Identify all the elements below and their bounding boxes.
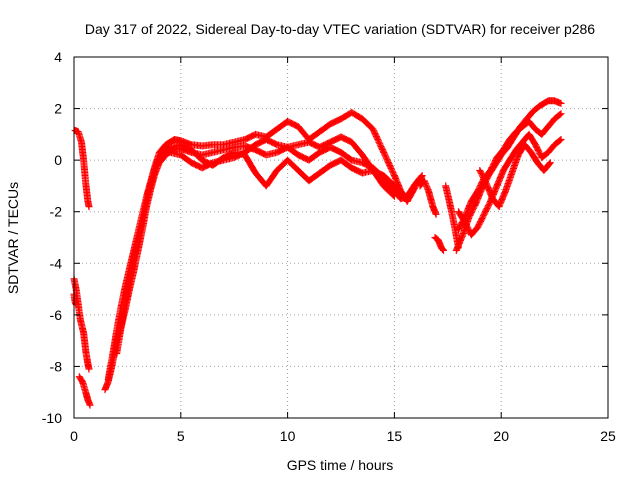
y-tick-label: 2 [54,101,62,117]
series-track-d [75,373,94,409]
gridlines [74,57,608,418]
y-tick-label: -2 [50,204,63,220]
data-point-markers [75,373,94,409]
y-axis-label: SDTVAR / TECUs [5,182,21,294]
x-tick-label: 0 [70,428,78,444]
series-track-g [113,141,407,357]
chart-title: Day 317 of 2022, Sidereal Day-to-day VTE… [85,21,595,37]
data-point-markers [416,177,440,218]
data-point-markers [166,133,398,200]
data-point-markers [71,127,93,211]
y-tick-label: -4 [50,255,63,271]
x-tick-label: 15 [387,428,403,444]
series-track-m [455,110,565,234]
series-track-h [166,133,398,200]
y-tick-label: -10 [42,410,62,426]
series-track-o [476,141,554,211]
data-point-markers [455,110,565,234]
x-tick-label: 20 [493,428,509,444]
axis-ticks: 0 5 10 15 20 25 -10 -8 -6 -4 -2 0 2 4 [42,49,616,444]
series-track-i [416,177,440,218]
x-tick-label: 25 [600,428,616,444]
data-point-markers [476,141,554,211]
y-tick-label: 4 [54,49,62,65]
x-tick-label: 5 [177,428,185,444]
data-point-markers [431,234,447,254]
data-point-markers [113,141,407,357]
plot-frame [73,56,609,419]
y-tick-label: -8 [50,358,63,374]
y-tick-label: 0 [54,152,62,168]
series-track-j [431,234,447,254]
series-track-a [71,127,93,211]
x-axis-label: GPS time / hours [287,457,394,473]
y-tick-label: -6 [50,307,63,323]
x-tick-label: 10 [280,428,296,444]
